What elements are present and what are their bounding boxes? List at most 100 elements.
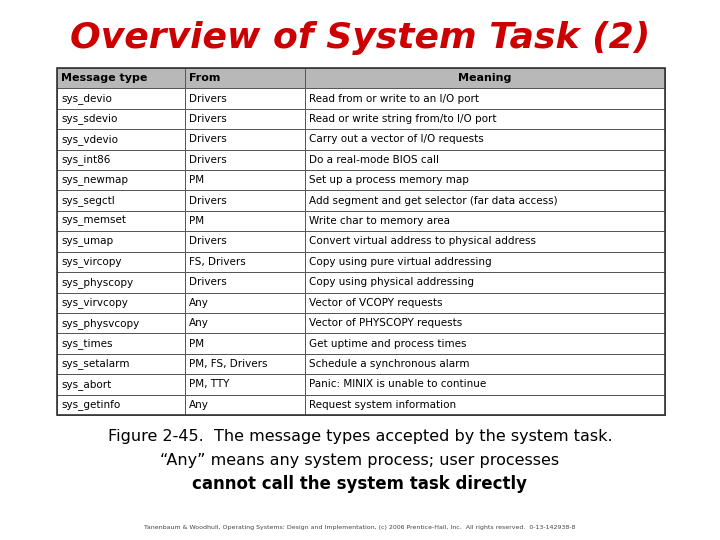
Bar bbox=[185, 89, 305, 109]
Text: sys_getinfo: sys_getinfo bbox=[61, 400, 120, 410]
Bar bbox=[305, 191, 665, 211]
Text: Figure 2-45.  The message types accepted by the system task.: Figure 2-45. The message types accepted … bbox=[108, 429, 612, 443]
Text: sys_physcopy: sys_physcopy bbox=[61, 277, 133, 288]
Bar bbox=[57, 374, 185, 395]
Bar bbox=[305, 272, 665, 293]
Bar bbox=[305, 68, 665, 89]
Text: Carry out a vector of I/O requests: Carry out a vector of I/O requests bbox=[309, 134, 484, 144]
Text: Convert virtual address to physical address: Convert virtual address to physical addr… bbox=[309, 237, 536, 246]
Text: sys_sdevio: sys_sdevio bbox=[61, 113, 117, 125]
Text: PM: PM bbox=[189, 339, 204, 348]
Text: Request system information: Request system information bbox=[309, 400, 456, 410]
Bar bbox=[57, 150, 185, 170]
Text: Any: Any bbox=[189, 298, 209, 308]
Text: sys_umap: sys_umap bbox=[61, 237, 113, 246]
Bar bbox=[185, 211, 305, 231]
Bar bbox=[57, 191, 185, 211]
Text: Write char to memory area: Write char to memory area bbox=[309, 216, 450, 226]
Text: PM, FS, Drivers: PM, FS, Drivers bbox=[189, 359, 268, 369]
Bar bbox=[305, 354, 665, 374]
Text: Copy using pure virtual addressing: Copy using pure virtual addressing bbox=[309, 257, 492, 267]
Text: Read or write string from/to I/O port: Read or write string from/to I/O port bbox=[309, 114, 497, 124]
Text: sys_times: sys_times bbox=[61, 338, 112, 349]
Text: Set up a process memory map: Set up a process memory map bbox=[309, 176, 469, 185]
Bar bbox=[185, 272, 305, 293]
Text: “Any” means any system process; user processes: “Any” means any system process; user pro… bbox=[161, 453, 559, 468]
Bar bbox=[305, 129, 665, 150]
Bar bbox=[185, 293, 305, 313]
Bar bbox=[305, 231, 665, 252]
Bar bbox=[305, 395, 665, 415]
Text: Drivers: Drivers bbox=[189, 93, 227, 104]
Bar bbox=[305, 333, 665, 354]
Bar bbox=[57, 129, 185, 150]
Bar bbox=[185, 374, 305, 395]
Text: Drivers: Drivers bbox=[189, 155, 227, 165]
Bar bbox=[185, 170, 305, 191]
Text: FS, Drivers: FS, Drivers bbox=[189, 257, 246, 267]
Text: Panic: MINIX is unable to continue: Panic: MINIX is unable to continue bbox=[309, 380, 486, 389]
Text: Drivers: Drivers bbox=[189, 134, 227, 144]
Text: sys_devio: sys_devio bbox=[61, 93, 112, 104]
Bar bbox=[57, 109, 185, 129]
Text: Vector of PHYSCOPY requests: Vector of PHYSCOPY requests bbox=[309, 318, 462, 328]
Text: Drivers: Drivers bbox=[189, 195, 227, 206]
Bar bbox=[57, 333, 185, 354]
Bar bbox=[305, 374, 665, 395]
Text: From: From bbox=[189, 73, 220, 83]
Text: sys_int86: sys_int86 bbox=[61, 154, 110, 165]
Text: Drivers: Drivers bbox=[189, 278, 227, 287]
Text: Meaning: Meaning bbox=[459, 73, 512, 83]
Bar bbox=[57, 231, 185, 252]
Text: sys_abort: sys_abort bbox=[61, 379, 112, 390]
Bar bbox=[57, 170, 185, 191]
Text: sys_vircopy: sys_vircopy bbox=[61, 256, 122, 267]
Text: Drivers: Drivers bbox=[189, 114, 227, 124]
Text: sys_setalarm: sys_setalarm bbox=[61, 359, 130, 369]
Bar bbox=[305, 89, 665, 109]
Bar bbox=[57, 89, 185, 109]
Text: Any: Any bbox=[189, 318, 209, 328]
Bar bbox=[305, 109, 665, 129]
Bar bbox=[57, 211, 185, 231]
Bar bbox=[185, 252, 305, 272]
Text: PM, TTY: PM, TTY bbox=[189, 380, 230, 389]
Text: Get uptime and process times: Get uptime and process times bbox=[309, 339, 467, 348]
Bar bbox=[305, 252, 665, 272]
Text: PM: PM bbox=[189, 216, 204, 226]
Bar bbox=[57, 68, 665, 415]
Text: Message type: Message type bbox=[61, 73, 148, 83]
Bar bbox=[185, 231, 305, 252]
Bar bbox=[185, 354, 305, 374]
Text: sys_physvcopy: sys_physvcopy bbox=[61, 318, 139, 329]
Text: Any: Any bbox=[189, 400, 209, 410]
Bar bbox=[185, 109, 305, 129]
Text: sys_virvcopy: sys_virvcopy bbox=[61, 298, 128, 308]
Text: Read from or write to an I/O port: Read from or write to an I/O port bbox=[309, 93, 479, 104]
Bar bbox=[57, 395, 185, 415]
Bar bbox=[305, 293, 665, 313]
Text: sys_newmap: sys_newmap bbox=[61, 176, 128, 185]
Text: Overview of System Task (2): Overview of System Task (2) bbox=[70, 21, 650, 55]
Text: Do a real-mode BIOS call: Do a real-mode BIOS call bbox=[309, 155, 439, 165]
Text: Add segment and get selector (far data access): Add segment and get selector (far data a… bbox=[309, 195, 557, 206]
Bar bbox=[185, 333, 305, 354]
Bar bbox=[57, 272, 185, 293]
Text: sys_segctl: sys_segctl bbox=[61, 195, 114, 206]
Bar bbox=[305, 211, 665, 231]
Bar bbox=[57, 354, 185, 374]
Bar bbox=[185, 313, 305, 333]
Bar bbox=[185, 150, 305, 170]
Text: Vector of VCOPY requests: Vector of VCOPY requests bbox=[309, 298, 443, 308]
Bar bbox=[57, 313, 185, 333]
Bar bbox=[57, 252, 185, 272]
Bar bbox=[185, 191, 305, 211]
Bar bbox=[57, 293, 185, 313]
Bar bbox=[305, 170, 665, 191]
Bar bbox=[185, 68, 305, 89]
Text: Schedule a synchronous alarm: Schedule a synchronous alarm bbox=[309, 359, 469, 369]
Text: Copy using physical addressing: Copy using physical addressing bbox=[309, 278, 474, 287]
Text: cannot call the system task directly: cannot call the system task directly bbox=[192, 475, 528, 493]
Text: sys_memset: sys_memset bbox=[61, 216, 126, 226]
Bar bbox=[305, 313, 665, 333]
